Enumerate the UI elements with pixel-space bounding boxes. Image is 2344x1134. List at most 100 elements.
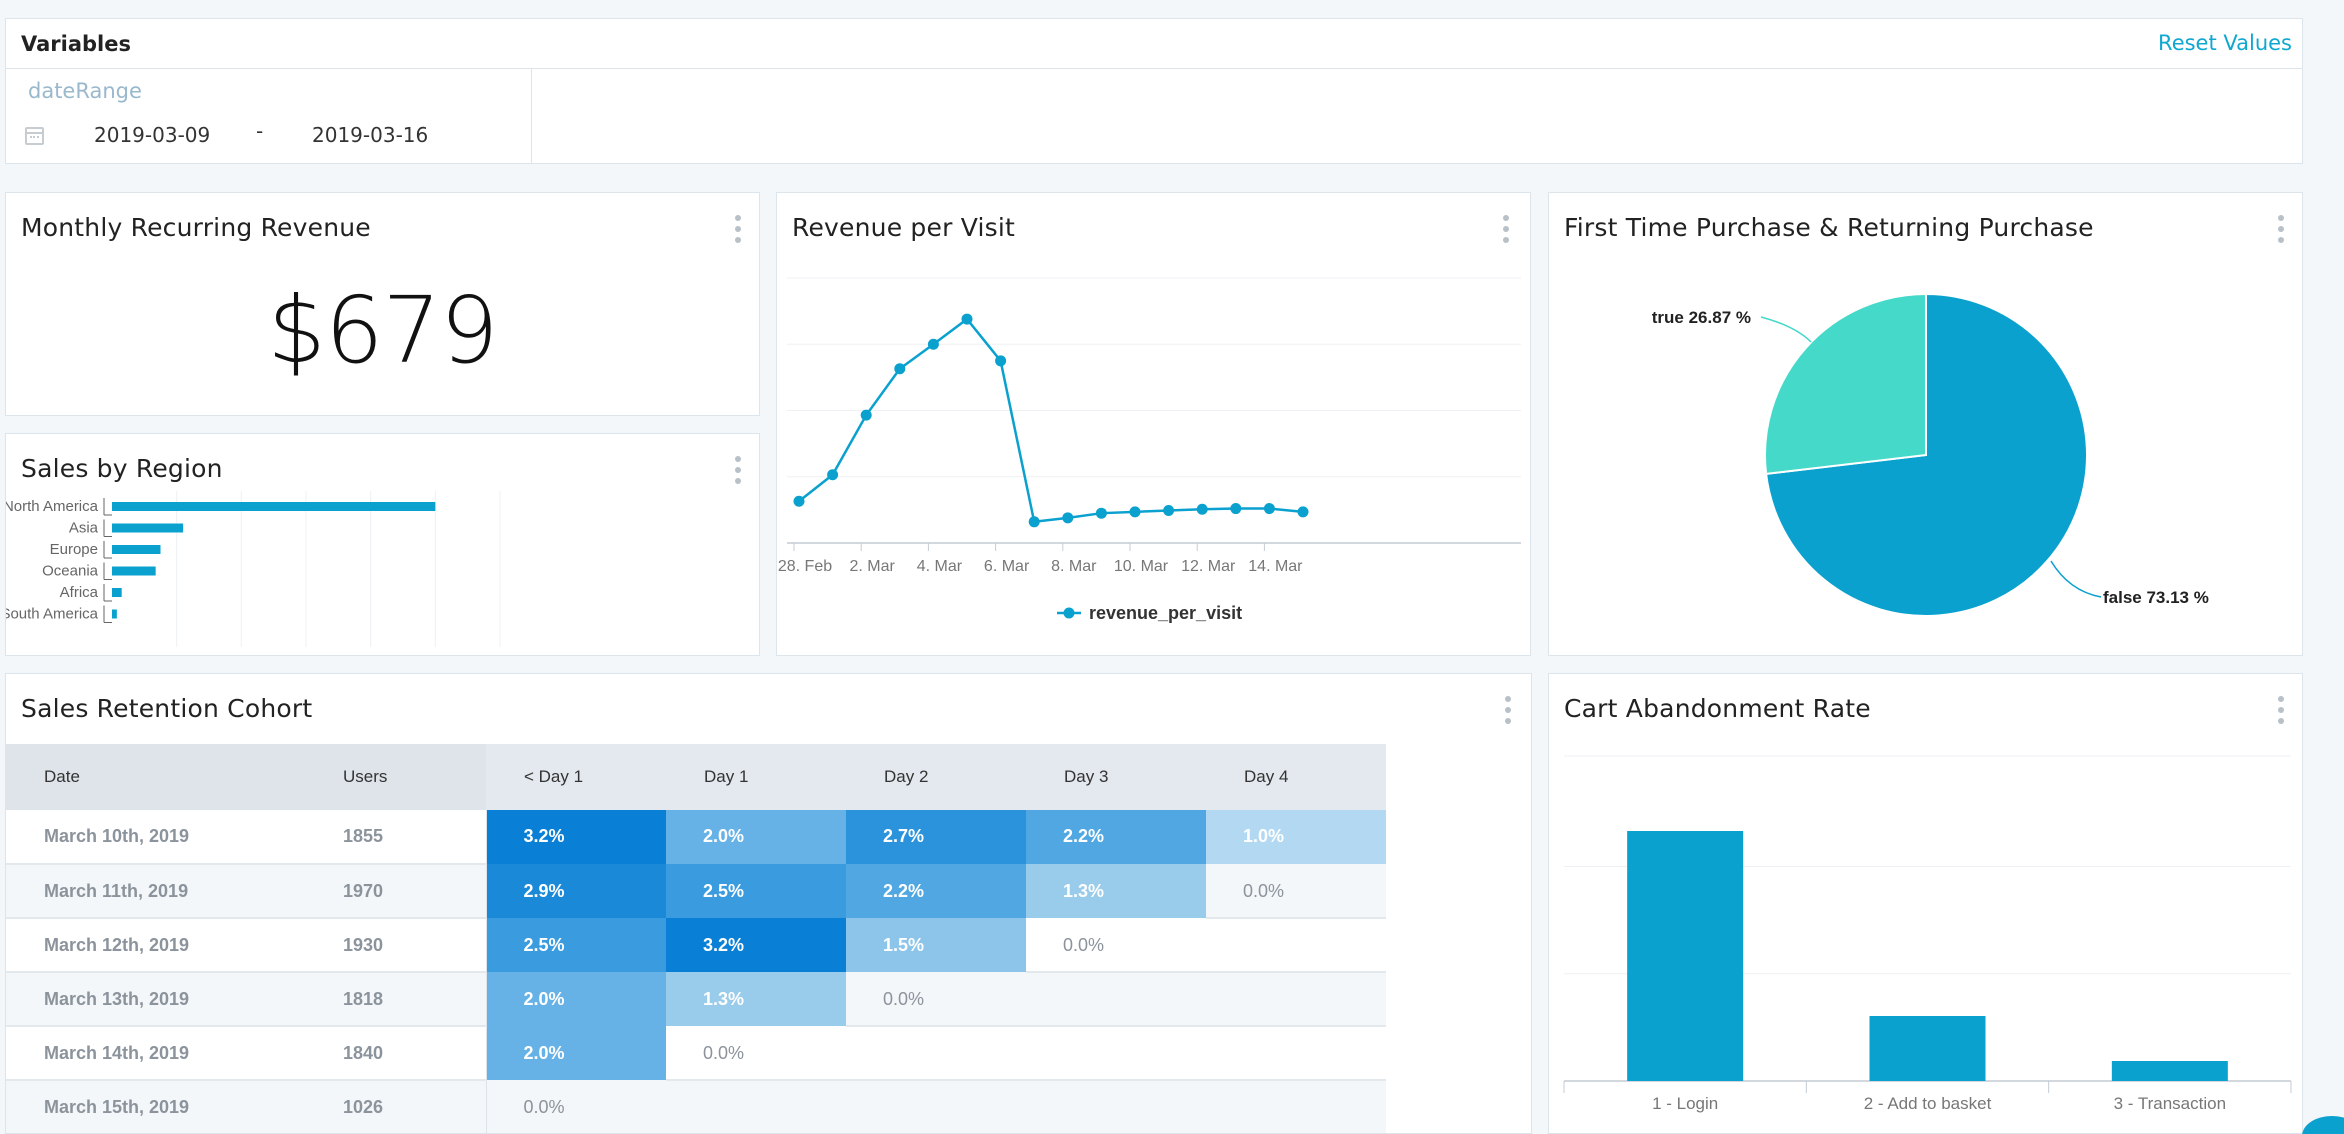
slice-label: false 73.13 % (2103, 588, 2209, 607)
cohort-empty-cell (1026, 1080, 1206, 1133)
x-tick-label: 12. Mar (1181, 558, 1236, 575)
more-options-icon[interactable] (1503, 215, 1509, 243)
cohort-value-cell: 2.9% (486, 864, 666, 918)
date-separator: - (256, 119, 264, 143)
cohort-date-cell: March 15th, 2019 (6, 1080, 306, 1133)
pie-slice (1764, 292, 1927, 475)
cohort-value-cell: 3.2% (486, 810, 666, 864)
cohort-value-cell: 2.7% (846, 810, 1026, 864)
sales-by-region-card: Sales by Region North America Asia Europe O… (5, 433, 760, 656)
cohort-value-cell: 2.0% (486, 972, 666, 1026)
more-options-icon[interactable] (735, 456, 741, 484)
mrr-value: $679 (267, 277, 498, 384)
category-label: Oceania (42, 563, 99, 580)
column-header-day-1[interactable]: Day 1 (666, 744, 846, 810)
column-header-day-0[interactable]: < Day 1 (486, 744, 666, 810)
cart-abandonment-chart: 1 - Login 2 - Add to basket 3 - Transactio… (1563, 755, 2292, 1113)
column-header-day-3[interactable]: Day 3 (1026, 744, 1206, 810)
column-header-day-4[interactable]: Day 4 (1206, 744, 1386, 810)
variables-title: Variables (21, 32, 131, 56)
cohort-empty-cell (846, 1026, 1026, 1081)
revenue-per-visit-card: Revenue per Visit 28. Feb 2. Mar 4. Mar 6. … (776, 192, 1531, 656)
more-options-icon[interactable] (735, 215, 741, 243)
data-point (927, 338, 939, 350)
data-point (1129, 506, 1141, 518)
cohort-empty-cell (1206, 1080, 1386, 1133)
cohort-value-cell: 2.0% (666, 810, 846, 864)
category-label: South America (6, 606, 99, 623)
table-row: March 12th, 2019 1930 2.5% 3.2% 1.5% 0.0% (6, 918, 1386, 973)
cohort-users-cell: 1818 (306, 972, 487, 1027)
card-title: Monthly Recurring Revenue (21, 213, 371, 242)
data-point (827, 469, 839, 481)
data-point (860, 409, 872, 421)
cohort-empty-cell (1026, 1026, 1206, 1081)
cohort-value-cell: 0.0% (846, 972, 1026, 1027)
cohort-users-cell: 1970 (306, 864, 487, 919)
cohort-date-cell: March 14th, 2019 (6, 1026, 306, 1081)
x-tick-label: 10. Mar (1114, 558, 1169, 575)
cohort-empty-cell (1206, 918, 1386, 973)
cohort-value-cell: 0.0% (1026, 918, 1206, 973)
bar (112, 566, 156, 576)
cohort-users-cell: 1026 (306, 1080, 487, 1133)
chat-launcher-button[interactable] (2302, 1116, 2344, 1134)
date-to-input[interactable]: 2019-03-16 (312, 123, 429, 147)
x-tick-label: 4. Mar (917, 558, 963, 575)
data-point (1062, 512, 1074, 524)
bar (112, 523, 184, 533)
legend-label: revenue_per_visit (1089, 603, 1242, 623)
cohort-users-cell: 1855 (306, 810, 487, 865)
bar (112, 545, 161, 554)
table-row: March 11th, 2019 1970 2.9% 2.5% 2.2% 1.3% 0.0% (6, 864, 1386, 919)
data-point (1028, 516, 1040, 528)
table-row: March 15th, 2019 1026 0.0% (6, 1080, 1386, 1133)
x-tick-label: 14. Mar (1248, 558, 1303, 575)
date-from-input[interactable]: 2019-03-09 (94, 123, 211, 147)
cohort-empty-cell (666, 1080, 846, 1133)
label-connector (2050, 560, 2102, 598)
column-header-users[interactable]: Users (306, 744, 486, 810)
revenue-per-visit-chart: 28. Feb 2. Mar 4. Mar 6. Mar 8. Mar 10. Mar 12… (778, 277, 1521, 623)
x-tick-label: 3 - Transaction (2114, 1094, 2226, 1113)
sales-retention-cohort-card: Sales Retention Cohort Date Users < Day … (5, 673, 1532, 1134)
data-point (961, 313, 973, 325)
more-options-icon[interactable] (2278, 696, 2284, 724)
cohort-table: Date Users < Day 1 Day 1 Day 2 Day 3 Day… (6, 744, 1386, 1133)
data-point (995, 355, 1007, 367)
column-header-date[interactable]: Date (6, 744, 306, 810)
variables-header: Variables Reset Values (6, 19, 2302, 69)
mrr-card: Monthly Recurring Revenue $679 (5, 192, 760, 416)
sales-by-region-chart: North America Asia Europe Oceania Africa Sout… (6, 491, 501, 647)
bar (112, 588, 122, 597)
bar (112, 609, 117, 619)
data-point (1230, 503, 1242, 515)
more-options-icon[interactable] (1505, 696, 1511, 724)
cohort-empty-cell (1206, 972, 1386, 1027)
more-options-icon[interactable] (2278, 215, 2284, 243)
bar (1869, 1016, 1986, 1081)
data-point (1196, 503, 1208, 515)
reset-values-link[interactable]: Reset Values (2158, 31, 2292, 55)
cart-abandonment-card: Cart Abandonment Rate 1 - Login 2 - Add t… (1548, 673, 2303, 1134)
table-row: March 10th, 2019 1855 3.2% 2.0% 2.7% 2.2% 1.0% (6, 810, 1386, 865)
label-connector (1760, 316, 1812, 343)
cohort-value-cell: 0.0% (1206, 864, 1386, 919)
category-label: Europe (50, 541, 98, 558)
data-point (894, 363, 906, 375)
calendar-icon[interactable] (25, 127, 44, 145)
table-row: March 14th, 2019 1840 2.0% 0.0% (6, 1026, 1386, 1081)
cohort-value-cell: 1.5% (846, 918, 1026, 972)
slice-label: true 26.87 % (1652, 308, 1751, 327)
data-point (1163, 505, 1175, 517)
variables-panel: Variables Reset Values dateRange 2019-03… (5, 18, 2303, 164)
card-title: Sales Retention Cohort (21, 694, 313, 723)
first-time-purchase-card: First Time Purchase & Returning Purchase… (1548, 192, 2303, 656)
category-label: Asia (69, 520, 99, 537)
data-point (1095, 507, 1107, 519)
cohort-value-cell: 1.3% (666, 972, 846, 1026)
cohort-date-cell: March 10th, 2019 (6, 810, 306, 865)
cohort-value-cell: 2.2% (1026, 810, 1206, 864)
bar (1627, 831, 1744, 1081)
column-header-day-2[interactable]: Day 2 (846, 744, 1026, 810)
